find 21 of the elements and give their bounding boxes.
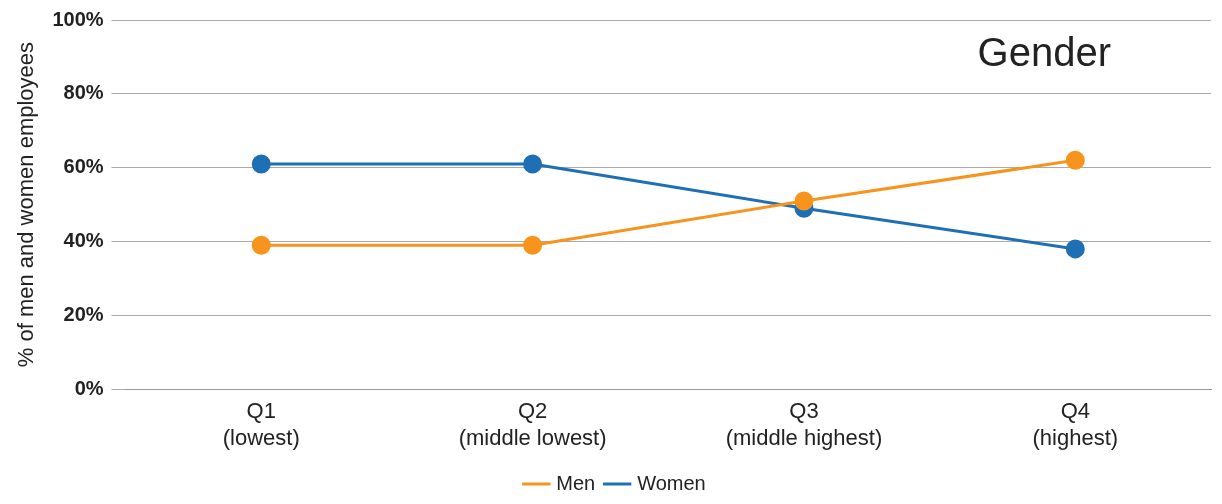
point [251, 154, 271, 174]
y-tick-label: 80% [63, 81, 104, 104]
y-axis-title: % of men and women employees [13, 41, 39, 368]
point [1065, 239, 1085, 259]
legend-label: Women [637, 471, 706, 494]
y-tick-label: 20% [63, 302, 104, 325]
point [251, 235, 271, 255]
chart-title: Gender [977, 30, 1111, 75]
y-tick-label: 0% [74, 376, 104, 399]
x-tick-label: Q3 (middle highest) [725, 398, 883, 450]
x-tick-label: Q4 (highest) [1032, 398, 1119, 450]
legend-label: Men [556, 471, 596, 494]
x-tick-label: Q2 (middle lowest) [458, 398, 607, 450]
point [794, 191, 814, 211]
y-tick-label: 100% [52, 7, 104, 30]
y-tick-label: 60% [63, 155, 104, 178]
point [1065, 150, 1085, 170]
x-tick-label: Q1 (lowest) [222, 398, 300, 450]
point [523, 235, 543, 255]
point [523, 154, 543, 174]
y-tick-label: 40% [63, 229, 104, 252]
